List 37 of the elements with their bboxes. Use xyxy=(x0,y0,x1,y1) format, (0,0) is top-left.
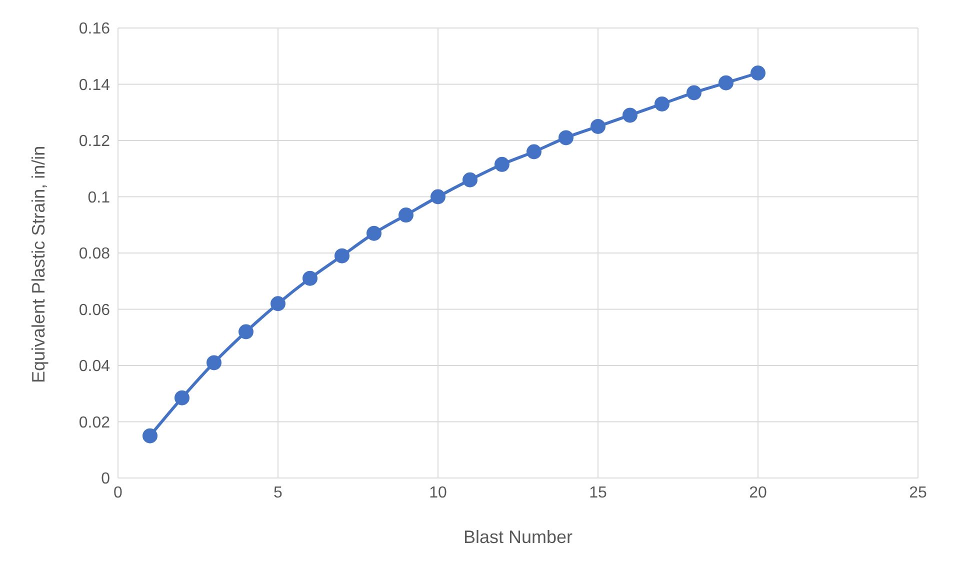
point xyxy=(654,96,670,112)
y-tick-label: 0 xyxy=(101,470,110,488)
point xyxy=(206,355,222,370)
point xyxy=(622,108,638,123)
x-tick-label: 25 xyxy=(909,484,927,502)
point xyxy=(270,296,286,312)
y-tick-label: 0.02 xyxy=(78,414,110,432)
point xyxy=(526,144,542,160)
point xyxy=(174,390,190,406)
y-tick-label: 0.08 xyxy=(78,246,110,263)
y-tick-label: 0.14 xyxy=(78,76,110,94)
x-tick-label: 20 xyxy=(749,484,767,502)
y-tick-label: 0.16 xyxy=(78,20,110,38)
point xyxy=(462,172,478,188)
point xyxy=(398,208,414,223)
y-tick-label: 0.1 xyxy=(88,189,110,206)
y-axis-title: Equivalent Plastic Strain, in/in xyxy=(28,146,48,383)
point xyxy=(494,156,510,172)
point xyxy=(718,75,734,90)
x-tick-label: 5 xyxy=(274,484,283,502)
point xyxy=(558,130,574,146)
x-tick-label: 10 xyxy=(429,484,447,502)
point xyxy=(334,248,350,264)
point xyxy=(686,85,702,100)
y-tick-label: 0.06 xyxy=(78,302,110,319)
x-tick-label: 15 xyxy=(589,484,607,502)
point xyxy=(302,270,318,286)
y-tick-label: 0.04 xyxy=(78,358,110,376)
point xyxy=(238,324,254,340)
point xyxy=(366,226,382,241)
point xyxy=(590,118,606,134)
point xyxy=(142,428,158,444)
x-tick-label: 0 xyxy=(114,484,123,502)
point xyxy=(430,189,446,204)
point xyxy=(750,66,766,80)
y-tick-label: 0.12 xyxy=(78,133,110,150)
x-axis-title: Blast Number xyxy=(463,527,573,547)
